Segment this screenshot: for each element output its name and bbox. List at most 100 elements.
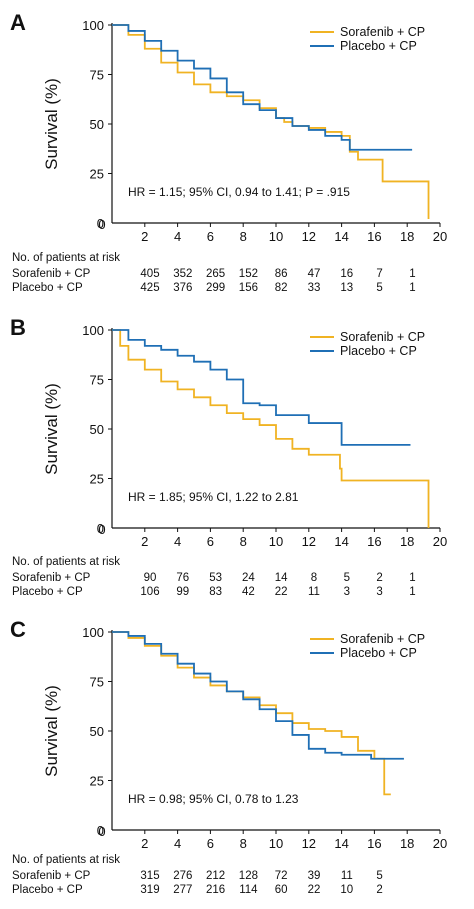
- x-tick-label: 8: [240, 836, 247, 851]
- y-tick-label: 50: [90, 422, 104, 437]
- x-tick-label: 10: [269, 836, 283, 851]
- legend-label: Sorafenib + CP: [340, 25, 425, 39]
- risk-count: 425: [140, 282, 160, 294]
- hazard-ratio-annotation: HR = 1.15; 95% CI, 0.94 to 1.41; P = .91…: [128, 185, 350, 199]
- risk-count: 90: [143, 572, 157, 584]
- risk-count: 1: [409, 282, 416, 294]
- risk-count: 76: [176, 572, 190, 584]
- risk-row-label: Placebo + CP: [12, 884, 83, 896]
- y-tick-label: 0: [97, 521, 104, 536]
- x-tick-label: 14: [334, 534, 348, 549]
- risk-count: 42: [241, 586, 255, 598]
- risk-count: 114: [239, 884, 258, 896]
- risk-count: 106: [140, 586, 160, 598]
- x-tick-label: 2: [141, 229, 148, 244]
- risk-count: 33: [307, 282, 321, 294]
- risk-count: 352: [173, 268, 193, 280]
- risk-row-label: Sorafenib + CP: [12, 870, 91, 882]
- risk-count: 11: [340, 870, 353, 882]
- y-tick-label: 75: [90, 675, 104, 690]
- x-tick-label: 8: [240, 229, 247, 244]
- y-tick-label: 100: [82, 18, 104, 33]
- series-line-placebo: [112, 329, 411, 446]
- y-tick-label: 100: [82, 625, 104, 640]
- risk-count: 11: [308, 586, 320, 598]
- panel-c: C Survival (%) 0 25 50 75 100 0 2 4 6 8 10 12 14 16 18 20…: [0, 607, 474, 909]
- x-tick-label: 14: [334, 836, 348, 851]
- series-line-sorafenib: [112, 329, 430, 528]
- series-line-placebo: [112, 631, 404, 760]
- x-tick-label: 16: [367, 229, 381, 244]
- x-tick-label: 6: [207, 229, 214, 244]
- risk-count: 156: [238, 282, 258, 294]
- x-tick-label: 2: [141, 534, 148, 549]
- panel-label: A: [10, 10, 26, 35]
- risk-count: 3: [376, 586, 383, 598]
- y-tick-label: 100: [82, 323, 104, 338]
- x-tick-label: 4: [174, 836, 181, 851]
- legend-label: Placebo + CP: [340, 646, 417, 660]
- risk-count: 72: [274, 870, 288, 882]
- risk-count: 24: [241, 572, 255, 584]
- risk-row-label: Sorafenib + CP: [12, 268, 91, 280]
- risk-count: 152: [238, 268, 258, 280]
- x-tick-label: 4: [174, 229, 181, 244]
- risk-count: 99: [176, 586, 190, 598]
- risk-table-title: No. of patients at risk: [12, 252, 121, 264]
- legend-label: Placebo + CP: [340, 344, 417, 358]
- panel-label: B: [10, 315, 26, 340]
- risk-count: 16: [340, 268, 354, 280]
- risk-count: 22: [274, 586, 288, 598]
- y-tick-label: 25: [90, 472, 104, 487]
- hazard-ratio-annotation: HR = 0.98; 95% CI, 0.78 to 1.23: [128, 792, 299, 806]
- risk-count: 5: [343, 572, 350, 584]
- risk-count: 216: [206, 884, 226, 896]
- y-tick-label: 25: [90, 167, 104, 182]
- panel-a: A Survival (%) 0 25 50 75 100 0 2 4 6 8 10 12 14 16 18 20…: [0, 0, 474, 302]
- risk-count: 1: [409, 268, 416, 280]
- risk-count: 83: [209, 586, 222, 598]
- x-tick-label: 10: [269, 229, 283, 244]
- x-tick-label: 18: [400, 836, 414, 851]
- y-tick-label: 25: [90, 774, 104, 789]
- x-tick-label: 6: [207, 836, 214, 851]
- risk-count: 276: [173, 870, 193, 882]
- risk-count: 14: [274, 572, 288, 584]
- risk-count: 319: [140, 884, 160, 896]
- x-tick-label: 16: [367, 836, 381, 851]
- x-tick-label: 0: [98, 824, 105, 839]
- risk-count: 315: [140, 870, 160, 882]
- risk-count: 3: [343, 586, 350, 598]
- x-tick-label: 20: [433, 836, 447, 851]
- panel-label: C: [10, 617, 26, 642]
- x-tick-label: 4: [174, 534, 181, 549]
- risk-table-title: No. of patients at risk: [12, 556, 121, 568]
- x-tick-label: 0: [98, 522, 105, 537]
- y-tick-label: 0: [97, 823, 104, 838]
- y-tick-label: 75: [90, 373, 104, 388]
- y-tick-label: 50: [90, 724, 104, 739]
- series-line-placebo: [112, 24, 413, 151]
- legend-label: Sorafenib + CP: [340, 632, 425, 646]
- risk-count: 39: [307, 870, 321, 882]
- risk-count: 60: [274, 884, 288, 896]
- x-tick-label: 10: [269, 534, 283, 549]
- x-tick-label: 6: [207, 534, 214, 549]
- x-tick-label: 0: [98, 217, 105, 232]
- risk-count: 53: [209, 572, 222, 584]
- risk-count: 13: [340, 282, 354, 294]
- panel-b: B Survival (%) 0 25 50 75 100 0 2 4 6 8 10 12 14 16 18 20…: [0, 305, 474, 607]
- x-tick-label: 12: [302, 836, 316, 851]
- risk-count: 277: [173, 884, 193, 896]
- x-tick-label: 8: [240, 534, 247, 549]
- risk-count: 2: [376, 884, 383, 896]
- risk-count: 376: [173, 282, 193, 294]
- risk-count: 5: [376, 282, 383, 294]
- legend-label: Sorafenib + CP: [340, 330, 425, 344]
- x-tick-label: 12: [302, 229, 316, 244]
- risk-count: 212: [206, 870, 226, 882]
- risk-table-title: No. of patients at risk: [12, 854, 121, 866]
